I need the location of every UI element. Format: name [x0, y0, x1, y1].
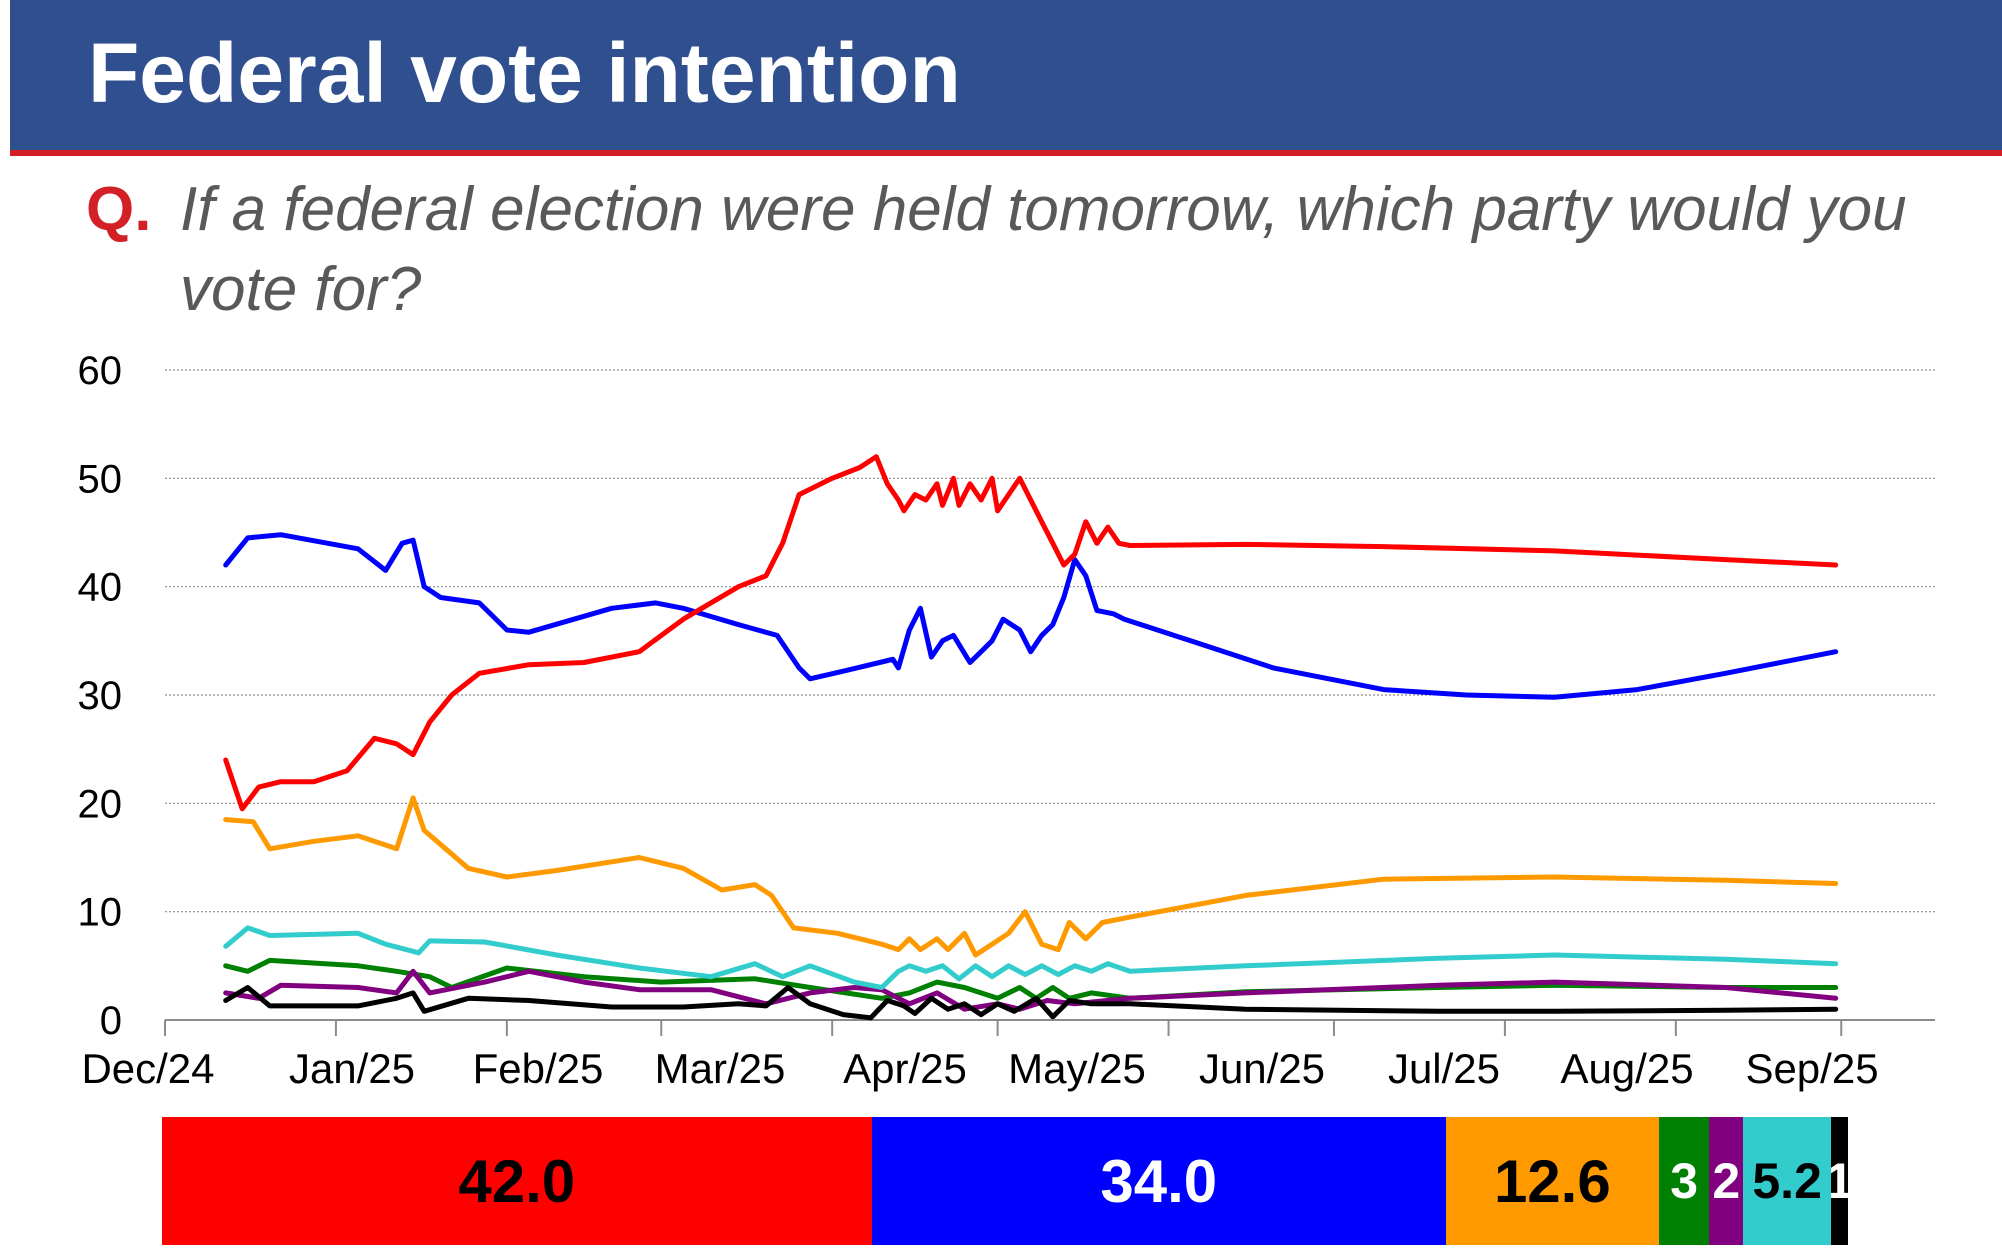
series-lines [223, 454, 1839, 1021]
y-tick-label: 20 [78, 782, 123, 826]
result-segment: 1 [1831, 1117, 1848, 1245]
y-tick-label: 40 [78, 566, 123, 610]
header-accent-rule [10, 150, 2002, 156]
vote-intention-line-chart: 0 10 20 30 40 50 60 Dec/24 Jan/25 Feb/25 Mar/25 Ap… [78, 349, 1935, 1092]
y-axis-ticks: 0 10 20 30 40 50 60 [78, 349, 123, 1043]
x-tick-label: May/25 [1008, 1045, 1146, 1092]
x-axis: Dec/24 Jan/25 Feb/25 Mar/25 Apr/25 May/25 Jun/… [81, 1019, 1935, 1092]
result-segment: 2 [1709, 1117, 1744, 1245]
y-tick-label: 10 [78, 891, 123, 935]
result-segment: 12.6 [1445, 1117, 1659, 1245]
series-line [223, 925, 1839, 990]
x-tick-label: Jan/25 [289, 1045, 415, 1092]
question-marker: Q. [86, 175, 152, 244]
y-tick-label: 30 [78, 674, 123, 718]
series-line [223, 532, 1839, 700]
result-segment: 42.0 [162, 1117, 872, 1245]
y-tick-label: 0 [100, 999, 122, 1043]
series-line [223, 454, 1839, 812]
result-segment: 34.0 [871, 1117, 1446, 1245]
page-title: Federal vote intention [88, 26, 961, 120]
x-tick-label: Dec/24 [81, 1045, 214, 1092]
series-line [223, 957, 1839, 1001]
chart-gridlines [165, 369, 1935, 913]
x-tick-label: Feb/25 [473, 1045, 604, 1092]
question-text: If a federal election were held tomorrow… [180, 175, 1907, 324]
x-tick-label: Sep/25 [1745, 1045, 1878, 1092]
x-tick-label: Mar/25 [655, 1045, 786, 1092]
series-line [223, 968, 1839, 1012]
series-line [223, 795, 1839, 958]
series-line [223, 985, 1839, 1021]
x-tick-label: Aug/25 [1560, 1045, 1693, 1092]
current-results-bar: 42.0 34.0 12.6 3 2 5.2 1 [162, 1117, 1848, 1245]
x-tick-label: Apr/25 [843, 1045, 967, 1092]
result-segment: 3 [1658, 1117, 1710, 1245]
y-tick-label: 60 [78, 349, 123, 393]
x-tick-label: Jun/25 [1199, 1045, 1325, 1092]
header-banner: Federal vote intention [10, 0, 2002, 150]
x-tick-label: Jul/25 [1388, 1045, 1500, 1092]
result-segment: 5.2 [1743, 1117, 1832, 1245]
y-tick-label: 50 [78, 457, 123, 501]
